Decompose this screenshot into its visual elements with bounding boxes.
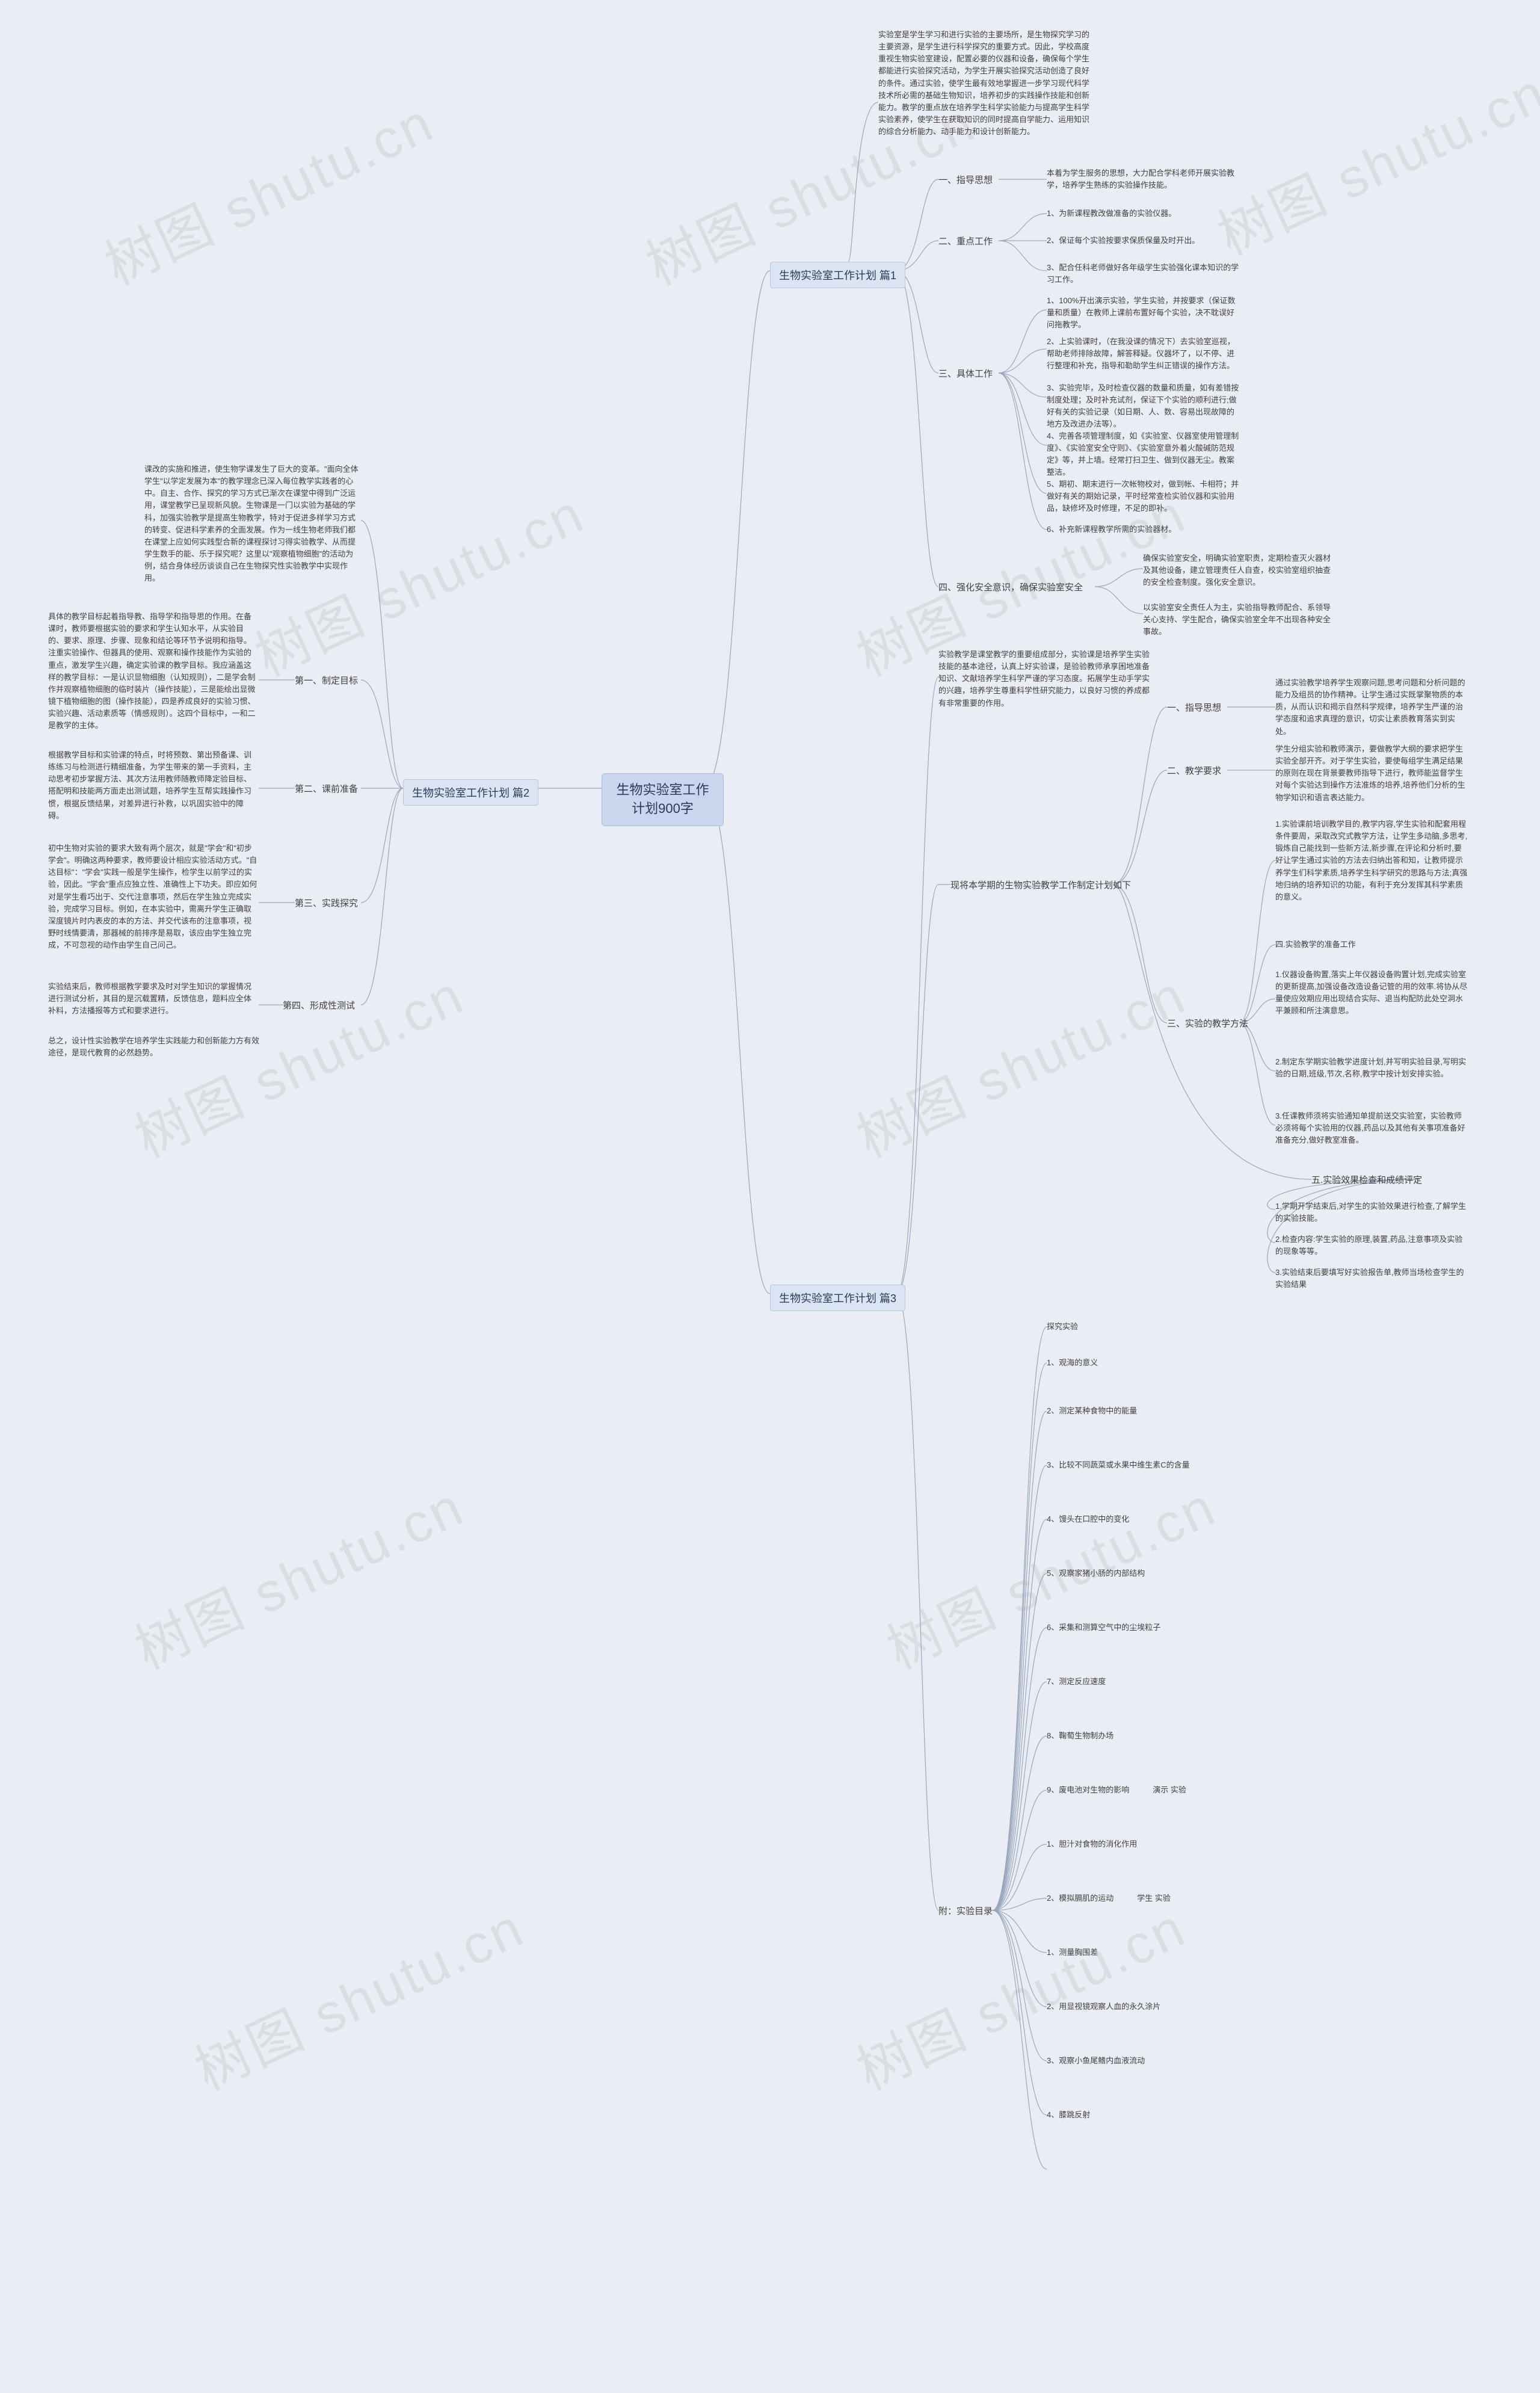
s3-l3-i2: 四.实验教学的准备工作 xyxy=(1275,939,1356,951)
root-node[interactable]: 生物实验室工作计划900字 xyxy=(602,773,724,826)
s2-summary: 总之，设计性实验教学在培养学生实践能力和创新能力方有效途径，是现代教育的必然趋势… xyxy=(48,1035,265,1059)
watermark: 树图 shutu.cn xyxy=(842,1885,1197,2105)
s1-l3-i2: 2、上实验课时，（在我没课的情况下）去实验室巡视，帮助老师排除故障，解答释疑。仪… xyxy=(1047,336,1239,372)
s2-l3-text: 初中生物对实验的要求大致有两个层次，就是"学会"和"初步学会"。明确这两种要求，… xyxy=(48,842,259,951)
s1-l1[interactable]: 一、指导思想 xyxy=(938,173,993,186)
s2-l1-text: 具体的教学目标起着指导教、指导学和指导思的作用。在备课时，教师要根据实验的要求和… xyxy=(48,611,259,732)
s3-a15: 4、膝跳反射 xyxy=(1047,2109,1090,2121)
s1-l3-i1: 1、100%开出演示实验，学生实验，并按要求（保证数量和质量）在教师上课前布置好… xyxy=(1047,295,1239,331)
s3-l5-i2: 2.检查内容:学生实验的原理,装置,药品,注意事项及实验的现象等等。 xyxy=(1275,1234,1468,1258)
s3-l5[interactable]: 五.实验效果检查和成绩评定 xyxy=(1311,1173,1422,1186)
s3-l3-i5: 3.任课教师须将实验通知单提前送交实验室，实验教师必须将每个实验用的仪器,药品以… xyxy=(1275,1110,1468,1146)
s1-l2-i3: 3、配合任科老师做好各年级学生实验强化课本知识的学习工作。 xyxy=(1047,262,1239,286)
s3-l3-i4: 2.制定东学期实验教学进度计划,并写明实验目录,写明实验的日期,班级,节次,名称… xyxy=(1275,1056,1468,1080)
s1-l2-i2: 2、保证每个实验按要求保质保量及时开出。 xyxy=(1047,235,1200,247)
s2-l2[interactable]: 第二、课前准备 xyxy=(295,782,358,795)
connectors xyxy=(0,0,1540,2393)
s3-a7: 7、测定反应速度 xyxy=(1047,1676,1106,1688)
s3-intro-label[interactable]: 现将本学期的生物实验教学工作制定计划如下 xyxy=(950,878,1131,891)
s3-a10: 1、胆汁对食物的消化作用 xyxy=(1047,1838,1137,1850)
s3-l5-i1: 1.学期开学结束后,对学生的实验效果进行检查,了解学生的实验技能。 xyxy=(1275,1200,1468,1224)
s1-l3-i6: 6、补充新课程教学所需的实验器材。 xyxy=(1047,523,1176,536)
section-3[interactable]: 生物实验室工作计划 篇3 xyxy=(770,1285,905,1311)
s1-l4-i2: 以实验室安全责任人为主，实验指导教师配合、系领导关心支持、学生配合，确保实验室全… xyxy=(1143,602,1335,638)
section-2[interactable]: 生物实验室工作计划 篇2 xyxy=(403,779,538,806)
s2-l2-text: 根据教学目标和实验课的特点，时将预数、第出预备课、训练练习与检测进行精细准备，为… xyxy=(48,749,259,822)
s1-l3[interactable]: 三、具体工作 xyxy=(938,367,993,380)
s1-l3-i3: 3、实验完毕，及时检查仪器的数量和质量，如有差错按制度处理；及时补充试剂，保证下… xyxy=(1047,382,1239,431)
s3-a5: 5、观察家猪小肠的内部结构 xyxy=(1047,1567,1145,1579)
watermark: 树图 shutu.cn xyxy=(120,1463,475,1684)
s2-l4[interactable]: 第四、形成性测试 xyxy=(283,999,355,1011)
s3-l1-text2: 通过实验教学培养学生观察问题,思考问题和分析问题的能力及组员的协作精神。让学生通… xyxy=(1275,677,1468,738)
s3-a11: 2、模拟膈肌的运动 学生 实验 xyxy=(1047,1892,1171,1904)
s1-l4[interactable]: 四、强化安全意识，确保实验室安全 xyxy=(938,581,1083,593)
watermark: 树图 shutu.cn xyxy=(842,952,1197,1173)
s3-a14: 3、观察小鱼尾鳍内血液流动 xyxy=(1047,2055,1145,2067)
s3-a0: 探究实验 xyxy=(1047,1321,1078,1333)
s3-a12: 1、测量胸围差 xyxy=(1047,1947,1098,1959)
s3-l5-i3: 3.实验结束后要填写好实验报告单,教师当场检查学生的实验结果 xyxy=(1275,1267,1468,1291)
s1-intro: 实验室是学生学习和进行实验的主要场所，是生物探究学习的主要资源，是学生进行科学探… xyxy=(878,29,1095,138)
s1-l1-text: 本着为学生服务的思想，大力配合学科老师开展实验教学，培养学生熟练的实验操作技能。 xyxy=(1047,167,1239,191)
watermark: 树图 shutu.cn xyxy=(1203,49,1540,270)
s3-appendix-label[interactable]: 附：实验目录 xyxy=(938,1904,993,1917)
s3-l3-i3: 1.仪器设备购置,落实上年仪器设备购置计划,完成实验室的更新提高,加强设备改造设… xyxy=(1275,969,1468,1017)
s2-l3[interactable]: 第三、实践探究 xyxy=(295,897,358,909)
s3-l2[interactable]: 二、教学要求 xyxy=(1167,764,1221,777)
s3-l3-i1: 1.实验课前培训教学目的,教学内容,学生实验和配套用程条件要周，采取改究式教学方… xyxy=(1275,818,1468,903)
s1-l2[interactable]: 二、重点工作 xyxy=(938,235,993,247)
s3-l2-text: 学生分组实验和教师演示，要做教学大纲的要求把学生实验全部开齐。对于学生实验，要使… xyxy=(1275,743,1468,804)
s3-a1: 1、观海的意义 xyxy=(1047,1357,1098,1369)
mindmap-canvas: 树图 shutu.cn 树图 shutu.cn 树图 shutu.cn 树图 s… xyxy=(0,0,1540,2393)
s3-a3: 3、比较不同蔬菜或水果中维生素C的含量 xyxy=(1047,1459,1190,1471)
s3-a6: 6、采集和测算空气中的尘埃粒子 xyxy=(1047,1622,1160,1634)
section-1[interactable]: 生物实验室工作计划 篇1 xyxy=(770,262,905,288)
s2-l1[interactable]: 第一、制定目标 xyxy=(295,674,358,687)
s3-l1[interactable]: 一、指导思想 xyxy=(1167,701,1221,714)
s3-preface: 实验教学是课堂教学的重要组成部分，实验课是培养学生实验技能的基本途径，认真上好实… xyxy=(938,649,1155,709)
s1-l4-i1: 确保实验室安全，明确实验室职责，定期检查灭火器材及其他设备，建立管理责任人自查，… xyxy=(1143,552,1335,588)
s3-a13: 2、用显视镜观察人血的永久涂片 xyxy=(1047,2001,1160,2013)
s3-a4: 4、馒头在口腔中的变化 xyxy=(1047,1513,1129,1525)
s3-a9: 9、废电池对生物的影响 演示 实验 xyxy=(1047,1784,1186,1796)
watermark: 树图 shutu.cn xyxy=(180,1885,535,2105)
s3-a8: 8、鞠萄生物制办场 xyxy=(1047,1730,1113,1742)
s1-l3-i5: 5、期初、期末进行一次帐物校对，做到帐、卡相符；并做好有关的期始记录，平时经常查… xyxy=(1047,478,1239,514)
s2-intro: 课改的实施和推进，使生物学课发生了巨大的变革。"面向全体学生"以学定发展为本"的… xyxy=(144,463,361,584)
s1-l3-i4: 4、完善各项管理制度，如《实验室、仪器室使用管理制度》、《实验室安全守则》、《实… xyxy=(1047,430,1239,479)
s3-a2: 2、测定某种食物中的能量 xyxy=(1047,1405,1137,1417)
s3-l3[interactable]: 三、实验的教学方法 xyxy=(1167,1017,1248,1030)
s2-l4-text: 实验结束后，教师根据教学要求及时对学生知识的掌握情况进行测试分析，其目的是沉载置… xyxy=(48,981,259,1017)
watermark: 树图 shutu.cn xyxy=(90,79,445,300)
s1-l2-i1: 1、为新课程教改做准备的实验仪器。 xyxy=(1047,208,1176,220)
